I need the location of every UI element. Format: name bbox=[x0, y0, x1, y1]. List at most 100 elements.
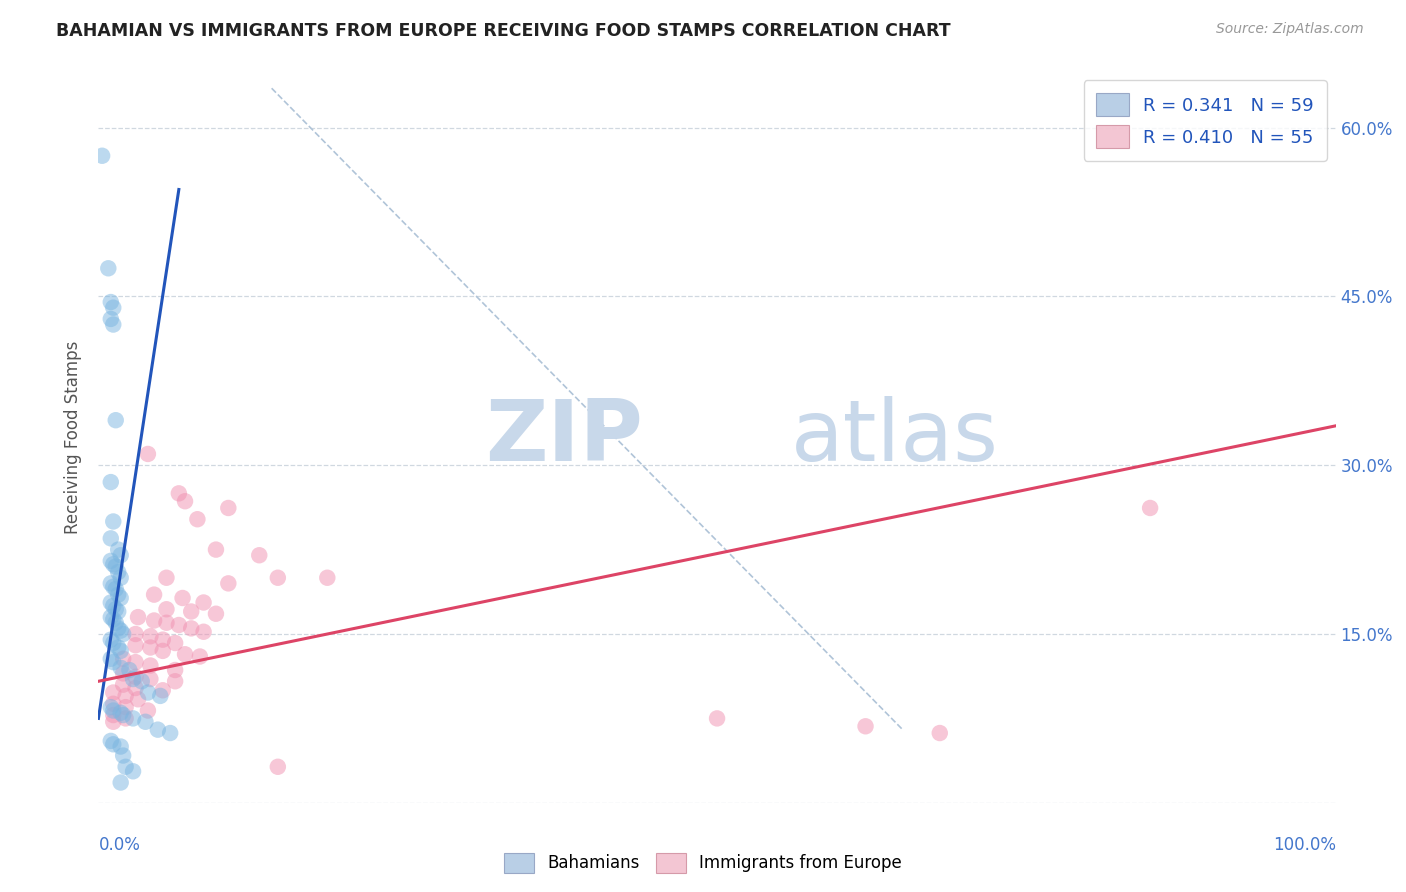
Point bbox=[103, 612, 125, 626]
Point bbox=[110, 775, 132, 789]
Point bbox=[100, 475, 122, 489]
Point bbox=[193, 595, 215, 609]
Point bbox=[110, 739, 132, 754]
Point bbox=[100, 312, 122, 326]
Point bbox=[100, 595, 122, 609]
Text: 0.0%: 0.0% bbox=[98, 836, 141, 854]
Point bbox=[114, 689, 136, 703]
Point bbox=[110, 624, 132, 638]
Point bbox=[316, 571, 339, 585]
Point bbox=[146, 723, 169, 737]
Point bbox=[124, 627, 146, 641]
Point bbox=[152, 632, 174, 647]
Point bbox=[103, 685, 125, 699]
Point bbox=[143, 614, 166, 628]
Point bbox=[91, 149, 114, 163]
Point bbox=[174, 494, 197, 508]
Text: ZIP: ZIP bbox=[485, 395, 643, 479]
Point bbox=[103, 318, 125, 332]
Point bbox=[149, 689, 172, 703]
Point bbox=[167, 486, 190, 500]
Point bbox=[205, 542, 228, 557]
Point bbox=[122, 711, 145, 725]
Point bbox=[127, 610, 149, 624]
Point bbox=[103, 636, 125, 650]
Point bbox=[928, 726, 950, 740]
Point bbox=[136, 447, 159, 461]
Point bbox=[855, 719, 877, 733]
Point bbox=[155, 571, 177, 585]
Point bbox=[110, 644, 132, 658]
Point bbox=[139, 658, 162, 673]
Point bbox=[122, 764, 145, 779]
Legend: Bahamians, Immigrants from Europe: Bahamians, Immigrants from Europe bbox=[498, 847, 908, 880]
Point bbox=[103, 655, 125, 669]
Point bbox=[110, 661, 132, 675]
Point bbox=[180, 605, 202, 619]
Point bbox=[103, 708, 125, 723]
Text: 100.0%: 100.0% bbox=[1272, 836, 1336, 854]
Point bbox=[103, 714, 125, 729]
Point bbox=[110, 571, 132, 585]
Point bbox=[124, 655, 146, 669]
Point bbox=[112, 666, 135, 681]
Point bbox=[103, 737, 125, 751]
Point bbox=[100, 610, 122, 624]
Point bbox=[103, 580, 125, 594]
Point bbox=[97, 261, 120, 276]
Point bbox=[152, 683, 174, 698]
Point bbox=[122, 672, 145, 686]
Point bbox=[112, 708, 135, 723]
Text: Source: ZipAtlas.com: Source: ZipAtlas.com bbox=[1216, 22, 1364, 37]
Point bbox=[104, 615, 127, 630]
Point bbox=[706, 711, 728, 725]
Point bbox=[127, 692, 149, 706]
Point bbox=[103, 558, 125, 572]
Point bbox=[172, 591, 194, 605]
Point bbox=[100, 632, 122, 647]
Point bbox=[124, 670, 146, 684]
Point bbox=[139, 640, 162, 655]
Y-axis label: Receiving Food Stamps: Receiving Food Stamps bbox=[65, 341, 83, 533]
Point bbox=[107, 542, 129, 557]
Point bbox=[217, 500, 239, 515]
Point bbox=[118, 663, 141, 677]
Point bbox=[112, 748, 135, 763]
Point bbox=[103, 599, 125, 613]
Point bbox=[104, 602, 127, 616]
Point bbox=[114, 760, 136, 774]
Point bbox=[103, 515, 125, 529]
Point bbox=[107, 605, 129, 619]
Point bbox=[110, 706, 132, 720]
Point bbox=[100, 554, 122, 568]
Point bbox=[174, 647, 197, 661]
Point bbox=[100, 576, 122, 591]
Text: atlas: atlas bbox=[792, 395, 1000, 479]
Point bbox=[107, 565, 129, 579]
Point bbox=[167, 618, 190, 632]
Point bbox=[139, 629, 162, 643]
Text: BAHAMIAN VS IMMIGRANTS FROM EUROPE RECEIVING FOOD STAMPS CORRELATION CHART: BAHAMIAN VS IMMIGRANTS FROM EUROPE RECEI… bbox=[56, 22, 950, 40]
Point bbox=[155, 615, 177, 630]
Point bbox=[159, 726, 181, 740]
Point bbox=[100, 734, 122, 748]
Point bbox=[217, 576, 239, 591]
Point bbox=[139, 672, 162, 686]
Point bbox=[267, 571, 290, 585]
Point bbox=[165, 636, 187, 650]
Point bbox=[103, 301, 125, 315]
Point bbox=[188, 649, 211, 664]
Point bbox=[205, 607, 228, 621]
Point bbox=[143, 588, 166, 602]
Point bbox=[103, 697, 125, 711]
Point bbox=[112, 678, 135, 692]
Point bbox=[165, 663, 187, 677]
Point bbox=[112, 652, 135, 666]
Point bbox=[100, 295, 122, 310]
Point bbox=[104, 559, 127, 574]
Point bbox=[104, 582, 127, 596]
Point bbox=[103, 704, 125, 718]
Point bbox=[193, 624, 215, 639]
Point bbox=[247, 548, 270, 562]
Point bbox=[107, 621, 129, 635]
